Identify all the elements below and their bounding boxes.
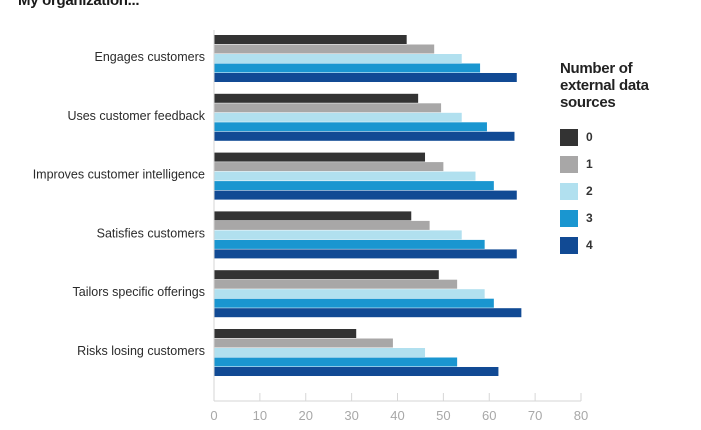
bar-0-series-1	[214, 44, 435, 54]
category-label: Uses customer feedback	[67, 109, 205, 123]
x-tick-label: 30	[344, 408, 358, 423]
bar-1-series-1	[214, 103, 442, 113]
category-label: Engages customers	[95, 50, 205, 64]
bar-3-series-0	[214, 211, 412, 221]
bars-group	[214, 35, 522, 376]
bar-3-series-1	[214, 220, 430, 230]
x-tick-label: 80	[574, 408, 588, 423]
category-label: Tailors specific offerings	[73, 285, 205, 299]
bar-1-series-0	[214, 93, 419, 103]
x-tick-label: 0	[210, 408, 217, 423]
bar-0-series-2	[214, 54, 462, 63]
x-tick-label: 50	[436, 408, 450, 423]
legend-label: 1	[586, 157, 593, 171]
x-tick-label: 40	[390, 408, 404, 423]
bar-5-series-1	[214, 338, 393, 348]
legend-label: 0	[586, 130, 593, 144]
category-label: Improves customer intelligence	[33, 168, 205, 182]
bar-3-series-3	[214, 239, 485, 249]
legend-swatch	[560, 155, 578, 173]
bar-0-series-0	[214, 35, 407, 44]
legend-items: 0 1 2 3 4	[560, 128, 680, 254]
legend-item: 0	[560, 128, 680, 146]
legend-item: 4	[560, 236, 680, 254]
legend: Number of external data sources 0 1 2 3 4	[560, 60, 680, 263]
bar-5-series-2	[214, 348, 426, 357]
bar-2-series-4	[214, 190, 517, 200]
legend-label: 4	[586, 238, 593, 252]
bar-2-series-0	[214, 152, 426, 162]
legend-label: 3	[586, 211, 593, 225]
bar-0-series-3	[214, 63, 481, 73]
bar-5-series-0	[214, 329, 357, 338]
bar-1-series-2	[214, 112, 462, 122]
bar-3-series-4	[214, 249, 517, 259]
category-labels: Engages customers Uses customer feedback I…	[33, 50, 206, 358]
legend-item: 3	[560, 209, 680, 227]
legend-title: Number of external data sources	[560, 60, 649, 111]
x-tick-label: 20	[299, 408, 313, 423]
chart-title: My organization...	[18, 0, 140, 9]
bar-2-series-2	[214, 171, 476, 181]
legend-swatch	[560, 209, 578, 227]
bar-0-series-4	[214, 73, 517, 82]
bar-4-series-2	[214, 289, 485, 299]
bar-2-series-3	[214, 181, 494, 191]
bar-1-series-3	[214, 122, 487, 132]
legend-label: 2	[586, 184, 593, 198]
bar-4-series-3	[214, 298, 494, 308]
legend-item: 2	[560, 182, 680, 200]
category-label: Satisfies customers	[97, 226, 205, 240]
legend-swatch	[560, 182, 578, 200]
x-tick-label: 70	[528, 408, 542, 423]
legend-item: 1	[560, 155, 680, 173]
bar-4-series-4	[214, 308, 522, 318]
bar-3-series-2	[214, 230, 462, 240]
bar-4-series-0	[214, 270, 439, 280]
bar-2-series-1	[214, 162, 444, 172]
x-tick-label: 10	[253, 408, 267, 423]
category-label: Risks losing customers	[77, 344, 205, 358]
x-ticks: 0 10 20 30 40 50 60 70 80	[210, 393, 588, 423]
bar-5-series-3	[214, 357, 458, 367]
bar-4-series-1	[214, 279, 458, 289]
bar-1-series-4	[214, 131, 515, 141]
x-tick-label: 60	[482, 408, 496, 423]
bar-5-series-4	[214, 367, 499, 376]
legend-swatch	[560, 128, 578, 146]
legend-swatch	[560, 236, 578, 254]
